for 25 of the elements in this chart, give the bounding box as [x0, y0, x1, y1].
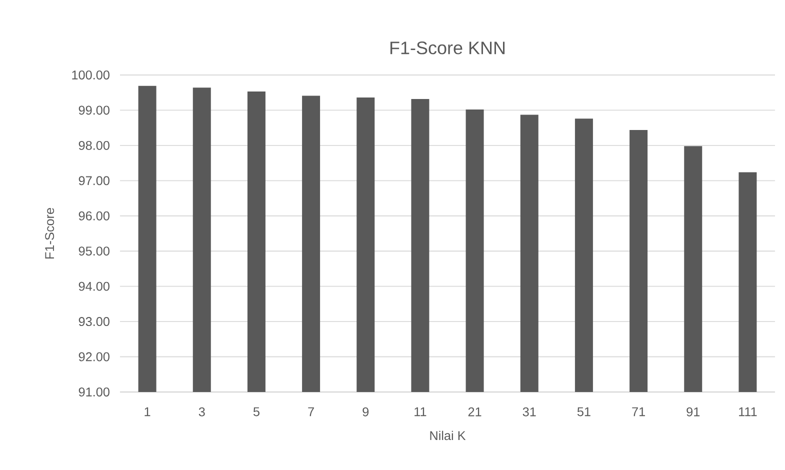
y-tick-label: 94.00 [78, 282, 110, 291]
y-tick-label: 93.00 [78, 317, 110, 326]
x-tick-label: 71 [632, 407, 645, 416]
x-axis-title: Nilai K [430, 430, 466, 440]
x-tick-label: 9 [362, 407, 369, 416]
x-tick-label: 31 [522, 407, 536, 416]
x-tick-label: 51 [577, 407, 590, 416]
x-tick-label: 5 [253, 407, 260, 416]
x-tick-label: 21 [468, 407, 482, 416]
y-tick-label: 95.00 [78, 246, 110, 256]
y-tick-label: 96.00 [78, 211, 110, 220]
chart-title: F1-Score KNN [390, 42, 505, 54]
x-tick-label: 91 [686, 407, 700, 416]
x-tick-label: 7 [308, 407, 314, 416]
y-tick-label: 92.00 [78, 352, 110, 362]
x-tick-label: 111 [739, 407, 757, 416]
y-tick-label: 91.00 [78, 388, 110, 396]
y-tick-label: 98.00 [78, 140, 110, 150]
y-tick-label: 99.00 [78, 106, 110, 115]
x-tick-label: 11 [414, 407, 426, 416]
y-axis-title: F1-Score [45, 208, 54, 258]
x-tick-label: 1 [144, 407, 150, 416]
x-tick-label: 3 [198, 407, 205, 416]
y-tick-label: 100.00 [72, 70, 110, 80]
y-tick-label: 97.00 [78, 176, 110, 186]
